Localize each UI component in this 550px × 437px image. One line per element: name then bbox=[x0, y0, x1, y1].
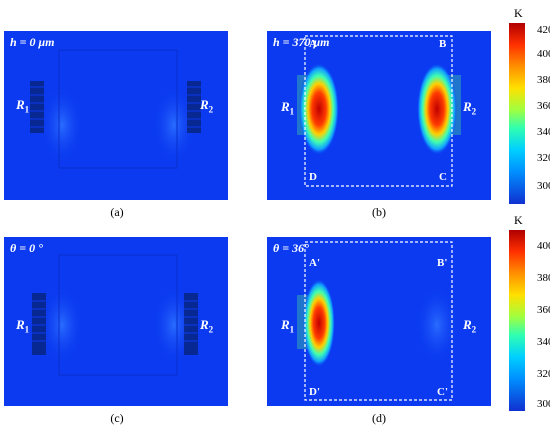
panel-a-r1-label: R1 bbox=[16, 97, 30, 115]
colorbar-bottom-tick: 340 bbox=[537, 336, 550, 348]
colorbar-bottom-unit: K bbox=[514, 213, 523, 227]
panel-a-title: h = 0 μm bbox=[10, 35, 55, 49]
corner-b-prime: B' bbox=[437, 257, 448, 269]
panel-a-r2-label: R2 bbox=[200, 97, 214, 115]
colorbar-top bbox=[509, 23, 525, 204]
colorbar-top-tick: 360 bbox=[537, 100, 550, 112]
panel-b-title: h = 370 μm bbox=[273, 35, 330, 49]
panel-c-title: θ = 0 ° bbox=[10, 241, 43, 255]
panel-c-r2-label: R2 bbox=[200, 317, 214, 335]
corner-a-prime: A' bbox=[309, 257, 320, 269]
panel-b-r1-label: R1 bbox=[281, 99, 295, 117]
corner-c-prime: C' bbox=[437, 386, 448, 398]
colorbar-top-tick: 320 bbox=[537, 152, 550, 164]
panel-b-field bbox=[297, 35, 461, 187]
panel-b-caption: (b) bbox=[372, 205, 386, 219]
colorbar-bottom-tick: 400 bbox=[537, 240, 550, 252]
panel-c-r1-label: R1 bbox=[16, 317, 30, 335]
colorbar-top-tick: 380 bbox=[537, 74, 550, 86]
panel-d-title: θ = 36° bbox=[273, 241, 309, 255]
corner-d-prime: D' bbox=[309, 386, 320, 398]
colorbar-bottom-tick: 360 bbox=[537, 304, 550, 316]
colorbar-bottom-tick: 300 bbox=[537, 398, 550, 410]
colorbar-top-tick: 400 bbox=[537, 48, 550, 60]
panel-d-r2-label: R2 bbox=[463, 317, 477, 335]
panel-d-r1-label: R1 bbox=[281, 317, 295, 335]
colorbar-top-tick: 300 bbox=[537, 180, 550, 192]
corner-b: B bbox=[439, 38, 447, 50]
panel-a-caption: (a) bbox=[110, 205, 124, 219]
panel-b-r2-label: R2 bbox=[463, 99, 477, 117]
colorbar-bottom-tick: 320 bbox=[537, 368, 550, 380]
panel-c-caption: (c) bbox=[110, 411, 124, 425]
colorbar-top-unit: K bbox=[514, 6, 523, 20]
corner-d: D bbox=[309, 171, 317, 183]
colorbar-bottom bbox=[509, 230, 525, 411]
panel-d-caption: (d) bbox=[372, 411, 386, 425]
colorbar-top-tick: 340 bbox=[537, 126, 550, 138]
panel-a: h = 0 μm R1 R2 bbox=[4, 31, 228, 200]
panel-b: h = 370 μm A B D C R1 R2 bbox=[267, 31, 491, 200]
panel-c: θ = 0 ° R1 R2 bbox=[4, 237, 228, 406]
panel-c-field bbox=[32, 254, 198, 376]
colorbar-top-tick: 420 bbox=[537, 24, 550, 36]
panel-d-field bbox=[297, 241, 459, 401]
corner-a: A bbox=[309, 38, 317, 50]
panel-d: θ = 36° A' B' D' C' R1 R2 bbox=[267, 237, 491, 406]
corner-c: C bbox=[439, 171, 447, 183]
panel-a-field bbox=[30, 49, 201, 169]
colorbar-bottom-tick: 380 bbox=[537, 272, 550, 284]
